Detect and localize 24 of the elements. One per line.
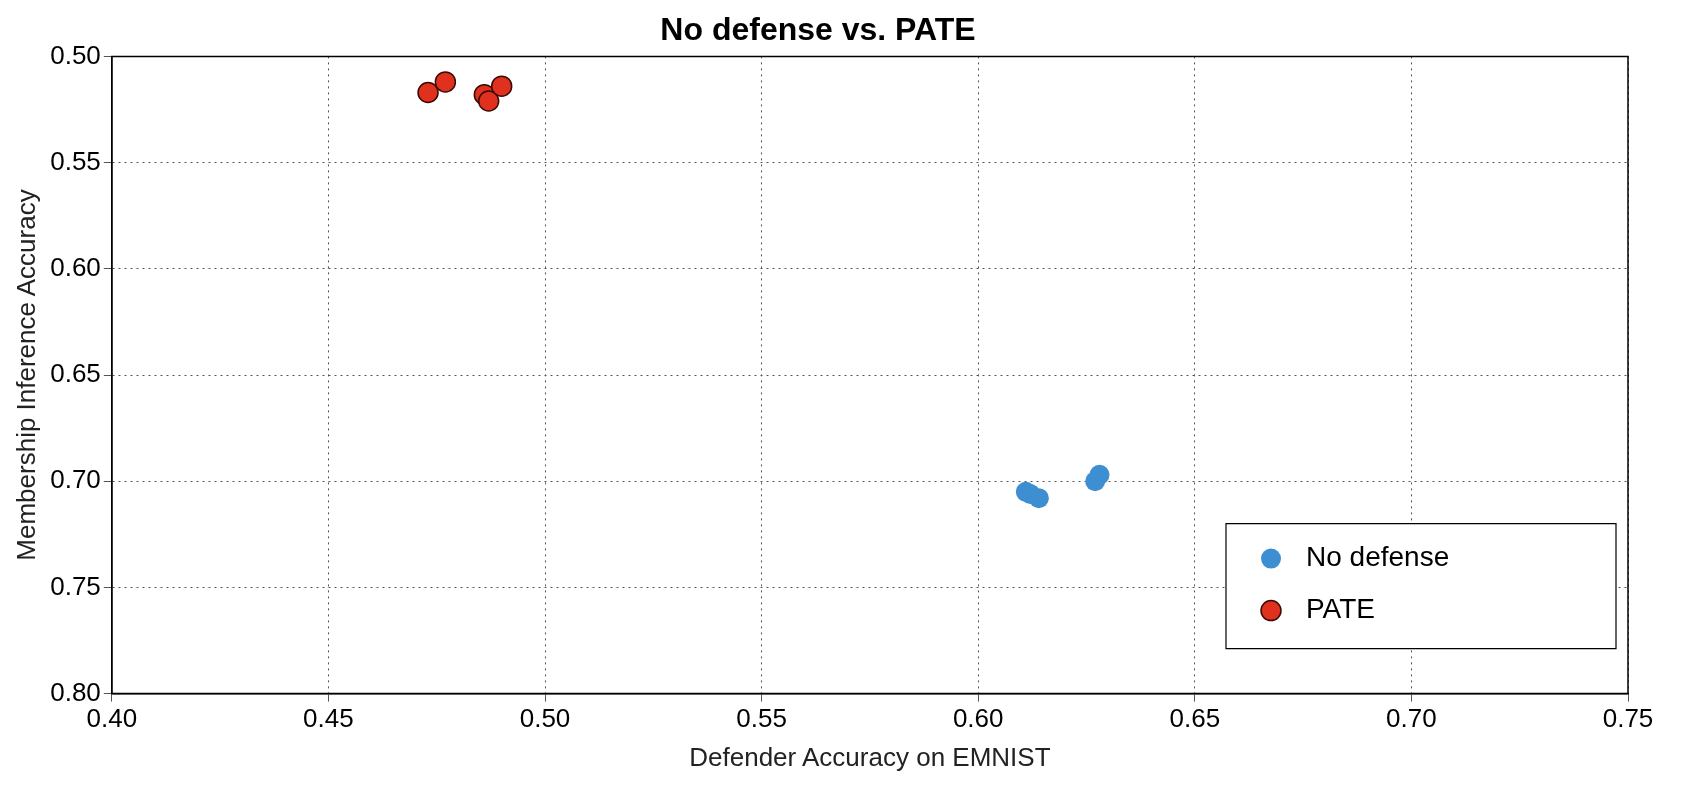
point (490, 75, 513, 97)
point (1028, 488, 1049, 509)
x-tick-label: 0.70 (1386, 703, 1437, 734)
point (1089, 464, 1110, 485)
x-axis-title: Defender Accuracy on EMNIST (689, 741, 1051, 772)
y-tick-label: 0.50 (50, 39, 101, 70)
y-tick-label: 0.75 (50, 570, 101, 601)
y-tick-label: 0.70 (50, 464, 101, 495)
y-tick-label: 0.60 (50, 251, 101, 282)
chart-title: No defense vs. PATE (660, 11, 976, 48)
x-tick-label: 0.75 (1602, 703, 1654, 734)
x-tick-label: 0.55 (736, 703, 787, 734)
x-tick-label: 0.50 (519, 703, 571, 734)
legend-label: No defense (1306, 541, 1450, 573)
y-tick-label: 0.65 (50, 358, 101, 389)
x-tick-label: 0.60 (952, 703, 1004, 734)
y-axis-title: Membership Inference Accuracy (10, 189, 41, 561)
x-tick-label: 0.45 (303, 703, 354, 734)
point (477, 90, 500, 112)
point (417, 81, 439, 104)
point (434, 71, 457, 93)
y-tick-label: 0.55 (50, 145, 101, 176)
legend-label: PATE (1306, 593, 1375, 625)
x-tick-label: 0.65 (1169, 703, 1221, 734)
